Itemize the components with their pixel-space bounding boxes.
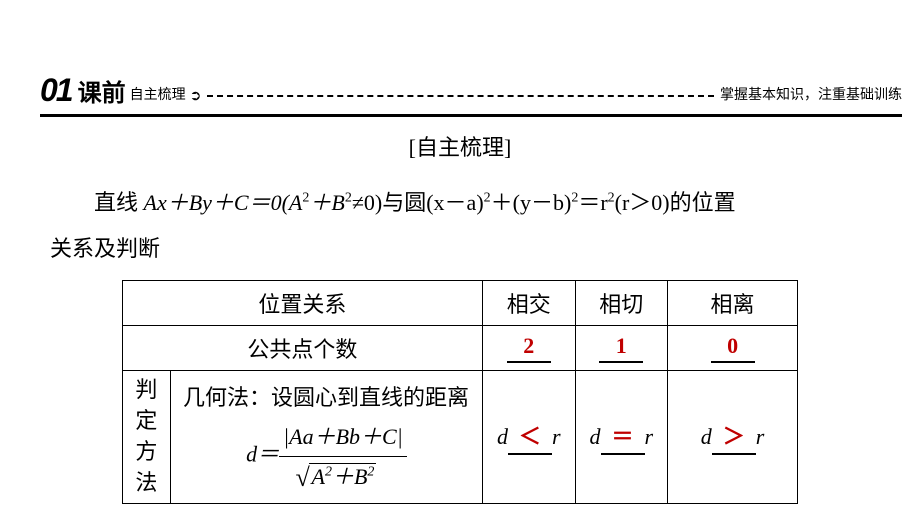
header-section: 01 课前 自主梳理 ➲ 掌握基本知识，注重基础训练 — [40, 72, 902, 117]
position-table: 位置关系 相交 相切 相离 公共点个数 2 1 0 判定 方法 几何法：设圆心到… — [122, 280, 798, 503]
sup-3: 2 — [484, 191, 491, 206]
den-sup1: 2 — [325, 465, 332, 480]
row3-r2: d ＝ r — [575, 371, 668, 503]
row2-a1: 2 — [482, 326, 575, 371]
desc-eq1: Ax＋By＋C＝0(A — [144, 190, 303, 215]
row2-label: 公共点个数 — [122, 326, 482, 371]
header-bar: 01 课前 自主梳理 ➲ 掌握基本知识，注重基础训练 — [40, 72, 902, 112]
r2-d: d — [590, 424, 601, 449]
header-number: 01 — [40, 72, 72, 109]
side-l1: 判定 — [135, 377, 157, 433]
method-line1: 几何法：设圆心到直线的距离 — [183, 385, 469, 410]
frac-num: |Aa＋Bb＋C| — [279, 419, 407, 457]
r1-op: ＜ — [519, 424, 541, 449]
content-area: [自主梳理] 直线 Ax＋By＋C＝0(A2＋B2≠0)与圆(x－a)2＋(y－… — [50, 130, 870, 504]
desc-plusb: ＋B — [309, 190, 344, 215]
r3-op: ＞ — [723, 424, 745, 449]
row3-method: 几何法：设圆心到直线的距离 d＝ |Aa＋Bb＋C| √ A2＋B2 — [170, 371, 482, 503]
header-right-text: 掌握基本知识，注重基础训练 — [720, 84, 902, 104]
answer-0: 0 — [727, 333, 738, 358]
row2-a2: 1 — [575, 326, 668, 371]
sup-5: 2 — [608, 191, 615, 206]
r1-d: d — [497, 424, 508, 449]
sqrt-content: A2＋B2 — [309, 463, 376, 489]
header-underline — [40, 114, 902, 117]
row3-r1: d ＜ r — [482, 371, 575, 503]
formula-block: d＝ |Aa＋Bb＋C| √ A2＋B2 — [183, 419, 470, 494]
table-row: 判定 方法 几何法：设圆心到直线的距离 d＝ |Aa＋Bb＋C| √ A2＋B2 — [122, 371, 797, 503]
desc-plusyb: ＋(y－b) — [491, 190, 572, 215]
sqrt-sign-icon: √ — [295, 457, 309, 499]
desc-rcond: (r＞0)的位置 — [615, 190, 736, 215]
row1-c2: 相切 — [575, 281, 668, 326]
den-a: A — [311, 464, 324, 489]
sqrt: √ A2＋B2 — [309, 459, 376, 494]
r3-d: d — [701, 424, 712, 449]
den-plus: ＋B — [332, 464, 367, 489]
desc-line2: 关系及判断 — [50, 236, 160, 261]
row1-c3: 相离 — [668, 281, 798, 326]
header-subtitle: 自主梳理 — [130, 84, 186, 104]
answer-1: 1 — [616, 333, 627, 358]
arrow-icon: ➲ — [190, 88, 202, 105]
side-l2: 方法 — [135, 439, 157, 495]
description-text: 直线 Ax＋By＋C＝0(A2＋B2≠0)与圆(x－a)2＋(y－b)2＝r2(… — [50, 180, 870, 272]
desc-neq0: ≠0)与圆(x－a) — [352, 190, 484, 215]
desc-eqr: ＝r — [578, 190, 607, 215]
row1-label: 位置关系 — [122, 281, 482, 326]
sup-2: 2 — [345, 191, 352, 206]
den-sup2: 2 — [367, 465, 374, 480]
desc-prefix: 直线 — [94, 190, 144, 215]
row3-side: 判定 方法 — [122, 371, 170, 503]
r2-r: r — [645, 424, 654, 449]
r3-r: r — [756, 424, 765, 449]
frac-den: √ A2＋B2 — [279, 457, 407, 494]
dashed-line — [207, 95, 714, 97]
table-row: 公共点个数 2 1 0 — [122, 326, 797, 371]
row2-a3: 0 — [668, 326, 798, 371]
fraction: |Aa＋Bb＋C| √ A2＋B2 — [279, 419, 407, 494]
row3-r3: d ＞ r — [668, 371, 798, 503]
row1-c1: 相交 — [482, 281, 575, 326]
r2-op: ＝ — [611, 424, 633, 449]
header-title: 课前 — [78, 73, 126, 108]
section-title: [自主梳理] — [50, 130, 870, 162]
answer-2: 2 — [523, 333, 534, 358]
table-row: 位置关系 相交 相切 相离 — [122, 281, 797, 326]
formula-d: d＝ — [246, 442, 279, 467]
r1-r: r — [552, 424, 561, 449]
